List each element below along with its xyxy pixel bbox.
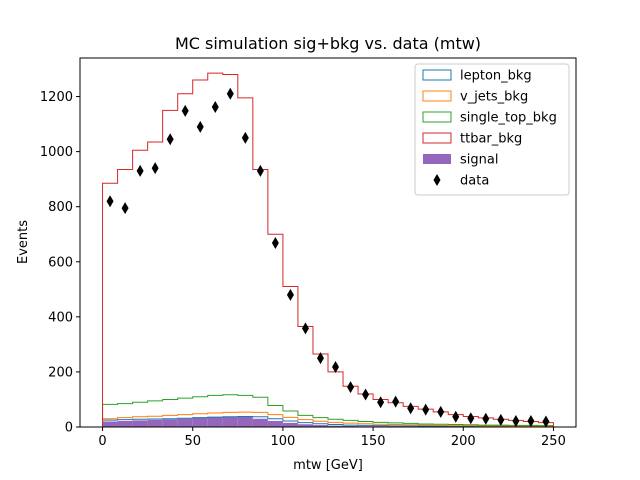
data-point (407, 402, 415, 415)
data-point (437, 405, 445, 418)
ttbar_bkg-step-line (102, 72, 554, 427)
data-point (121, 202, 129, 215)
signal-bar (192, 417, 208, 427)
data-point (497, 413, 505, 426)
chart-title: MC simulation sig+bkg vs. data (mtw) (175, 34, 481, 53)
data-point (467, 412, 475, 425)
x-axis: 0 50 100 150 200 250 (98, 427, 566, 449)
signal-bar (147, 419, 163, 427)
data-point (136, 164, 144, 177)
y-tick-label: 1000 (40, 145, 73, 160)
data-point (286, 288, 294, 301)
x-tick-label: 200 (451, 434, 476, 449)
lepton_bkg-step-line (102, 416, 554, 428)
plot-frame (79, 57, 577, 428)
data-point (347, 381, 355, 394)
signal-bar (222, 416, 238, 427)
signal-bar (132, 420, 148, 427)
legend-box (414, 63, 570, 196)
x-axis-label: mtw [GeV] (293, 458, 363, 473)
data-point (226, 87, 234, 100)
legend: lepton_bkg v_jets_bkg single_top_bkg ttbar_… (414, 63, 570, 196)
data-point (241, 131, 249, 144)
data-point (527, 414, 535, 427)
y-tick-label: 200 (48, 365, 73, 380)
x-tick-label: 0 (98, 434, 106, 449)
data-point (377, 396, 385, 409)
y-tick-label: 600 (48, 255, 73, 270)
x-tick-label: 100 (270, 434, 295, 449)
signal-bar (162, 419, 178, 427)
single_top_bkg-step-line (102, 394, 554, 427)
data-point (512, 414, 520, 427)
legend-label-v_jets_bkg: v_jets_bkg (460, 90, 528, 105)
data-point (271, 237, 279, 250)
signal-bar (102, 421, 118, 427)
data-point (392, 395, 400, 408)
x-tick-label: 50 (184, 434, 201, 449)
data-point (256, 164, 264, 177)
data-point (166, 133, 174, 146)
plot-layer (102, 72, 554, 428)
signal-bar (252, 418, 268, 427)
signal-bar (328, 425, 344, 427)
data-point (542, 415, 550, 428)
data-point (332, 360, 340, 373)
y-axis: 0 200 400 600 800 1000 1200 (40, 90, 80, 436)
x-tick-label: 150 (361, 434, 386, 449)
legend-label-data: data (460, 174, 489, 189)
data-point (316, 352, 324, 365)
data-point (181, 104, 189, 117)
data-point (196, 120, 204, 133)
data-point (422, 403, 430, 416)
ttbar_bkg-legend-swatch (422, 132, 452, 144)
signal-bar (343, 425, 359, 427)
x-tick-label: 250 (541, 434, 566, 449)
data-point (301, 322, 309, 335)
data-point (151, 162, 159, 175)
signal-bar (237, 416, 253, 427)
signal-bar (177, 418, 193, 427)
single_top_bkg-legend-swatch (422, 111, 452, 123)
legend-label-signal: signal (460, 153, 498, 168)
data-point (106, 195, 114, 208)
data-point (211, 101, 219, 114)
y-tick-label: 0 (65, 421, 73, 436)
signal-bar (282, 422, 298, 427)
signal-bar (267, 420, 283, 427)
v_jets_bkg-legend-swatch (422, 90, 452, 102)
signal-bar (312, 425, 328, 427)
legend-label-single_top_bkg: single_top_bkg (460, 111, 557, 126)
data-point (362, 388, 370, 401)
y-tick-label: 1200 (40, 90, 73, 105)
data-point (452, 410, 460, 423)
lepton_bkg-legend-swatch (422, 69, 452, 81)
signal-bar (207, 417, 223, 427)
signal-bar (117, 420, 133, 427)
v_jets_bkg-step-line (102, 411, 554, 427)
y-axis-label: Events (16, 220, 31, 264)
y-tick-label: 400 (48, 310, 73, 325)
legend-label-ttbar_bkg: ttbar_bkg (460, 132, 522, 147)
signal-legend-swatch (423, 154, 451, 164)
signal-bar (297, 424, 313, 427)
legend-label-lepton_bkg: lepton_bkg (460, 69, 532, 84)
data-point (482, 412, 490, 425)
data-legend-marker (433, 174, 441, 186)
y-tick-label: 800 (48, 200, 73, 215)
